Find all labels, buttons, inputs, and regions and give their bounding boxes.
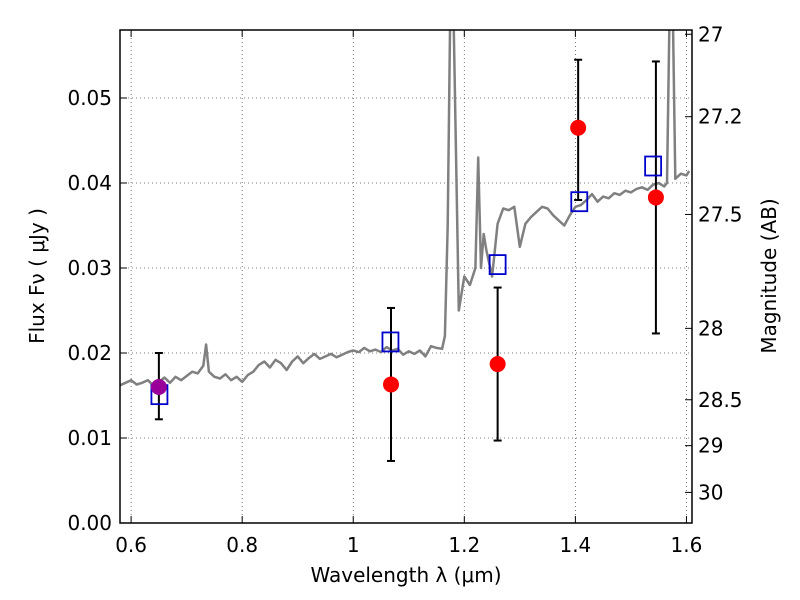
model-point	[644, 155, 663, 177]
y-axis-label: Flux Fν ( μJy )	[25, 208, 49, 344]
model-point	[570, 191, 589, 213]
x-tick-label: 1.6	[671, 533, 703, 557]
x-tick-label: 1.4	[559, 533, 591, 557]
right-tick-label: 27.2	[698, 105, 743, 129]
y-tick-label: 0.00	[67, 511, 112, 535]
marker-layer	[150, 58, 664, 462]
axis-ticks: 0.6 0.8 1 1.2 1.4 1.6 0.00 0.01 0.02 0.03 0.04 0.05…	[67, 22, 742, 557]
plot-area	[120, 30, 691, 462]
right-axis-label: Magnitude (AB)	[757, 198, 781, 353]
x-tick-label: 0.8	[226, 533, 258, 557]
right-tick-label: 28	[698, 316, 723, 340]
y-tick-label: 0.05	[67, 86, 112, 110]
observed-point	[383, 376, 400, 393]
plot-frame	[119, 29, 693, 524]
y-tick-label: 0.04	[67, 171, 112, 195]
model-point	[488, 254, 507, 276]
model-point	[381, 331, 400, 353]
right-tick-label: 27	[698, 22, 723, 46]
x-tick-label: 0.6	[115, 533, 147, 557]
observed-point	[647, 189, 664, 206]
y-tick-label: 0.02	[67, 341, 112, 365]
observed-point	[489, 356, 506, 373]
right-tick-label: 28.5	[698, 388, 743, 412]
right-tick-label: 29	[698, 434, 723, 458]
x-tick-label: 1.2	[448, 533, 480, 557]
right-tick-label: 30	[698, 480, 723, 504]
observed-point	[150, 379, 167, 395]
y-tick-label: 0.01	[67, 426, 112, 450]
observed-point	[570, 119, 587, 136]
series-layer	[120, 30, 691, 387]
x-axis-label: Wavelength λ (μm)	[310, 563, 501, 587]
y-tick-label: 0.03	[67, 256, 112, 280]
x-tick-label: 1	[347, 533, 360, 557]
right-tick-label: 27.5	[698, 202, 743, 226]
spectrum-line	[120, 30, 691, 387]
